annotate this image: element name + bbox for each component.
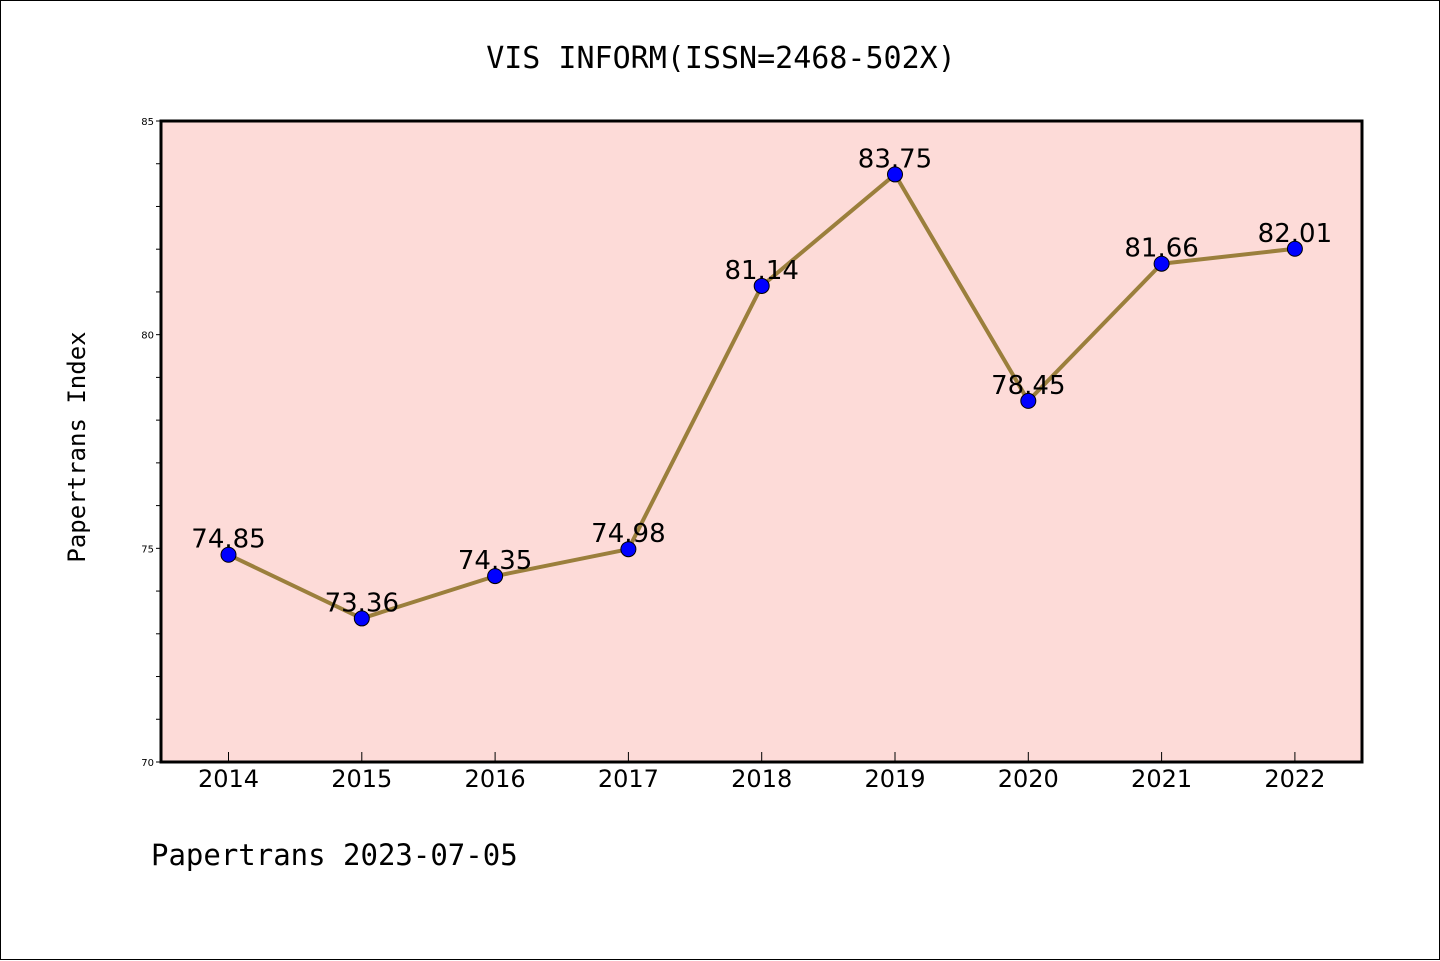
data-point-marker — [620, 541, 637, 558]
x-tick-label: 2019 — [864, 765, 925, 793]
plot-area — [161, 121, 1362, 762]
x-axis: 2014 2015 2016 2017 2018 2019 2020 2021 2022 — [198, 752, 1325, 793]
x-tick-label: 2016 — [465, 765, 526, 793]
x-tick-label: 2018 — [731, 765, 792, 793]
y-tick-label: 80 — [141, 331, 154, 342]
x-tick-label: 2022 — [1264, 765, 1325, 793]
y-axis: 70 75 80 85 — [141, 117, 161, 769]
x-tick-label: 2017 — [598, 765, 659, 793]
data-point-marker — [753, 277, 770, 294]
data-point-marker — [887, 166, 903, 183]
x-tick-label: 2015 — [331, 765, 392, 793]
x-tick-label: 2020 — [998, 765, 1059, 793]
plot-border — [159, 119, 1364, 764]
data-point-marker — [220, 546, 237, 563]
data-labels: 74.8573.3674.3574.9881.1483.7578.4581.66… — [191, 144, 1332, 618]
data-point-marker — [1020, 392, 1037, 409]
data-markers — [220, 166, 1303, 627]
data-point-marker — [1286, 240, 1303, 257]
y-tick-label: 75 — [141, 544, 154, 555]
chart-title: VIS INFORM(ISSN=2468-502X) — [486, 41, 956, 76]
data-point-marker — [353, 610, 370, 627]
y-axis-label: Papertrans Index — [63, 331, 91, 562]
y-tick-label: 70 — [141, 758, 154, 769]
x-tick-label: 2021 — [1131, 765, 1192, 793]
footer-date: Papertrans 2023-07-05 — [151, 838, 518, 872]
x-tick-label: 2014 — [198, 765, 259, 793]
data-point-marker — [1153, 255, 1170, 272]
data-point-marker — [487, 568, 504, 585]
y-tick-label: 85 — [141, 117, 154, 128]
